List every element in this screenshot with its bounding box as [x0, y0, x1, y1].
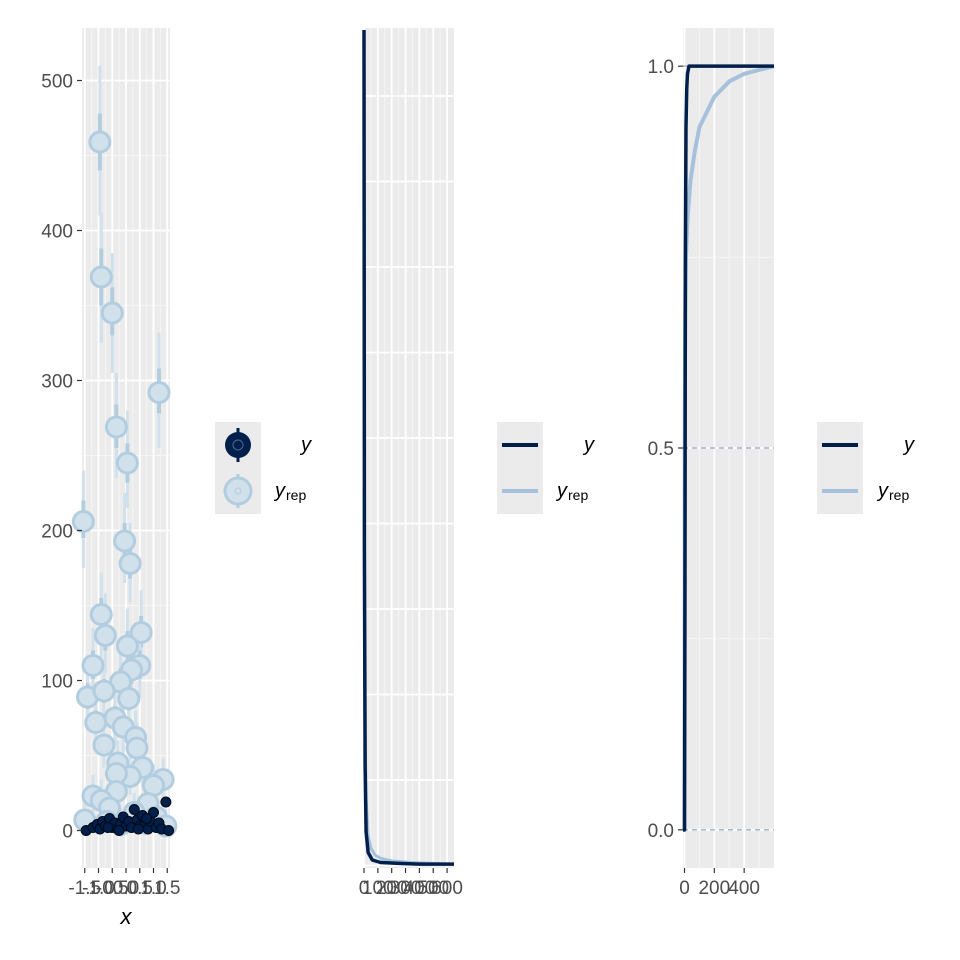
yrep-point [117, 687, 141, 710]
x-tick-label: 200 [376, 878, 408, 899]
x-tick-label: 100 [362, 878, 394, 899]
legend-yrep-subscript: rep [286, 487, 306, 503]
yrep-point [125, 736, 149, 760]
x-tick-label: 300 [390, 878, 422, 899]
yrep-point [115, 451, 139, 475]
x-tick-label: 1.5 [154, 878, 180, 899]
y-tick-label: 300 [41, 372, 73, 393]
yrep-intervals-series [71, 65, 178, 838]
y-point [141, 813, 153, 824]
yrep-point [118, 552, 142, 575]
yrep-point [89, 265, 113, 289]
x-tick-label: 0.0 [113, 878, 139, 899]
y-point [163, 825, 175, 836]
x-tick-label: -0.5 [96, 878, 129, 899]
yrep-point [104, 415, 128, 439]
x-tick-label: 500 [417, 878, 449, 899]
panel-intervals: 0 100 200 300 400 500 -1.5-1.0-0.50.00.51.01.5… [41, 28, 180, 929]
y-tick-label: 0 [62, 822, 73, 843]
x-tick-label: 600 [431, 878, 463, 899]
yrep-point [88, 130, 112, 154]
x-tick-label: 400 [728, 878, 760, 899]
panel-density-grid [363, 28, 454, 868]
y-ecdf-line [682, 64, 774, 832]
y-point [160, 796, 172, 808]
panel-intervals-axes: 0 100 200 300 400 500 -1.5-1.0-0.50.00.51.01.5 [41, 72, 180, 900]
legend-yrep-base: y [876, 480, 889, 502]
y-tick-label: 0.0 [648, 821, 674, 842]
x-tick-label: 0 [679, 878, 690, 899]
legend-y-label: y [582, 434, 595, 456]
legend-yrep-label: yrep [555, 480, 588, 503]
y-point [148, 807, 159, 818]
legend-yrep-subscript: rep [568, 487, 588, 503]
yrep-point [113, 529, 137, 553]
legend-y-label: y [902, 434, 915, 456]
legend-density: y yrep [497, 422, 595, 514]
y-tick-label: 400 [41, 222, 73, 243]
x-tick-label: -1.5 [68, 878, 101, 899]
y-density-line [362, 29, 454, 866]
panel-density-background [364, 28, 454, 868]
legend-yrep-subscript: rep [889, 487, 909, 503]
x-tick-label: 400 [404, 878, 436, 899]
legend-intervals: y yrep [215, 422, 312, 514]
yrep-point [89, 603, 113, 626]
legend-yrep-label: yrep [876, 480, 909, 503]
yrep-point [100, 301, 124, 325]
yrep-point [84, 711, 108, 734]
y-point [128, 804, 140, 815]
legend-y-marker [225, 428, 251, 462]
yrep-point [115, 634, 139, 658]
legend-y-label: y [299, 434, 312, 456]
y-tick-label: 500 [41, 72, 73, 93]
yrep-point [71, 510, 95, 533]
y-tick-label: 100 [41, 672, 73, 693]
yrep-point [81, 654, 105, 677]
y-tick-label: 1.0 [648, 57, 674, 78]
y-tick-label: 200 [41, 522, 73, 543]
legend-yrep-base: y [555, 480, 568, 502]
yrep-point [129, 621, 153, 644]
legend-ecdf: y yrep [817, 422, 915, 514]
legend-yrep-base: y [273, 480, 286, 502]
density-series [362, 29, 455, 866]
y-tick-label: 0.5 [648, 439, 674, 460]
x-tick-label: 0.5 [127, 878, 153, 899]
y-point [102, 822, 114, 833]
x-tick-label: -1.0 [82, 878, 115, 899]
yrep-point [92, 733, 116, 757]
x-tick-label: 0 [359, 878, 370, 899]
legend-yrep-label: yrep [273, 480, 306, 503]
legend-yrep-marker [223, 474, 253, 508]
y-point [113, 825, 125, 836]
y-points-series [80, 796, 175, 836]
yrep-point [93, 624, 117, 647]
x-tick-label: 200 [698, 878, 730, 899]
ecdf-series [682, 64, 775, 832]
x-tick-label: 1.0 [140, 878, 166, 899]
yrep-point [147, 381, 171, 404]
x-axis-title: x [120, 904, 133, 929]
yrep-point [92, 679, 116, 703]
y-point [132, 823, 144, 835]
